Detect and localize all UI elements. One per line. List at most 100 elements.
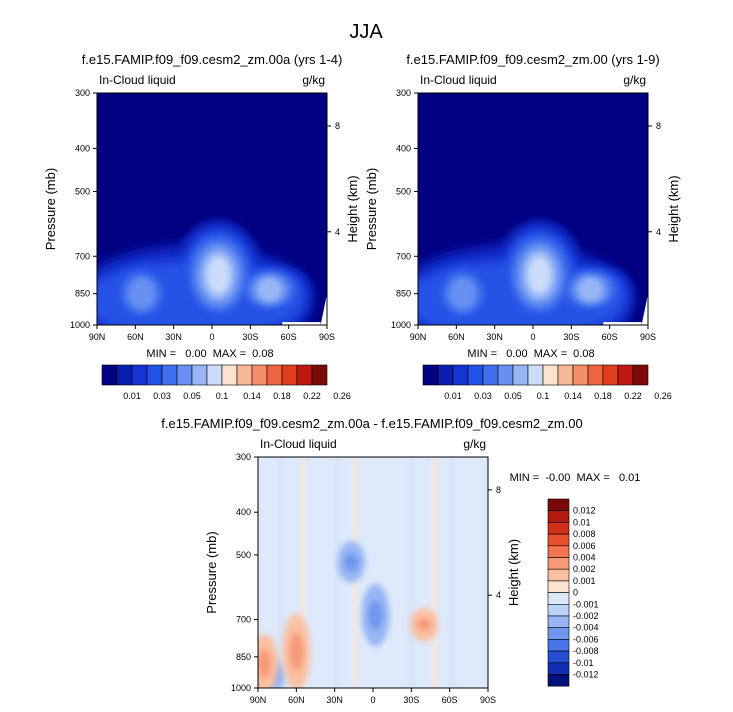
panel-a-title: f.e15.FAMIP.f09_f09.cesm2_zm.00a (yrs 1-…: [82, 52, 343, 67]
panel-difference-anomaly: [344, 553, 359, 571]
panel-b-colorbar-label: 0.18: [594, 391, 612, 401]
panel-difference-streak: [449, 457, 456, 688]
panel-b-colorbar-label: 0.26: [654, 391, 672, 401]
panel-a-units: g/kg: [302, 73, 325, 87]
panel-a-x-tick-label: 0: [209, 332, 214, 342]
panel-difference-colorbar-box: [547, 510, 570, 523]
panel-a-colorbar-box: [221, 364, 238, 386]
panel-a-y-tick-label: 700: [75, 251, 90, 261]
panel-difference-y-tick-label: 850: [236, 652, 251, 662]
panel-a-colorbar-box: [266, 364, 283, 386]
panel-a-field: [97, 93, 327, 325]
panel-a-colorbar-box: [131, 364, 148, 386]
panel-difference-colorbar-label: -0.012: [573, 670, 599, 680]
panel-a-colorbar-box: [311, 364, 328, 386]
panel-difference-streak: [278, 457, 284, 688]
panel-b-y-tick-label: 1000: [391, 320, 411, 330]
panel-difference-streak: [408, 457, 415, 688]
panel-difference-anomaly: [368, 600, 383, 631]
panel-difference-colorbar-box: [547, 545, 570, 558]
panel-difference-colorbar-box: [547, 627, 570, 640]
panel-difference-axes: 90N 60N 30N 0 30S 60S 90S 300 400 500 700 850 1000 4 8…: [204, 452, 521, 705]
panel-b-variable: In-Cloud liquid: [420, 73, 497, 87]
panel-difference-x-tick-label: 0: [370, 695, 375, 705]
panel-a-x-tick-label: 30N: [165, 332, 182, 342]
panel-a-colorbar-box: [206, 364, 223, 386]
panel-b-colorbar-box: [467, 364, 484, 386]
panel-difference-colorbar-box: [547, 662, 570, 675]
panel-difference-y2-axis-title: Height (km): [506, 539, 521, 606]
panel-b-colorbar-box: [437, 364, 454, 386]
panel-difference-anomaly: [258, 649, 272, 678]
panel-b-colorbar-box: [542, 364, 559, 386]
panel-difference-y-axis-title: Pressure (mb): [204, 531, 219, 613]
panel-difference-x-tick-label: 90S: [480, 695, 496, 705]
panel-a-x-tick-label: 60N: [127, 332, 144, 342]
panel-a-axes: 90N 60N 30N 0 30S 60S 90S 300 400 500 700 850 1000 4 8…: [43, 88, 360, 342]
panel-a-colorbar-label: 0.22: [303, 391, 321, 401]
panel-difference-y-tick-label: 700: [236, 615, 251, 625]
panel-a-colorbar-box: [176, 364, 193, 386]
panel-difference-y2-tick-label: 8: [496, 485, 501, 495]
panel-a-colorbar-box: [116, 364, 133, 386]
panel-b-below-ground-mask: [603, 322, 642, 325]
panel-a-below-ground-mask: [282, 322, 321, 325]
panel-b-x-tick-label: 60N: [448, 332, 465, 342]
panel-difference-colorbar-box: [547, 639, 570, 652]
panel-difference-y-tick-label: 500: [236, 550, 251, 560]
panel-b-colorbar-box: [512, 364, 529, 386]
panel-b: f.e15.FAMIP.f09_f09.cesm2_zm.00 (yrs 1-9…: [364, 52, 681, 401]
panel-difference-colorbar-box: [547, 592, 570, 605]
panel-a-colorbar-label: 0.14: [243, 391, 261, 401]
panel-b-colorbar-box: [527, 364, 544, 386]
panel-a-colorbar-box: [281, 364, 298, 386]
panel-b-colorbar-box: [452, 364, 469, 386]
panel-b-x-tick-label: 90N: [410, 332, 427, 342]
panel-difference-colorbar-label: -0.01: [573, 658, 594, 668]
panel-b-contour-level: [527, 256, 551, 294]
panel-b-y-axis-title: Pressure (mb): [364, 168, 379, 250]
panel-b-title: f.e15.FAMIP.f09_f09.cesm2_zm.00 (yrs 1-9…: [406, 52, 659, 67]
panel-b-colorbar-box: [482, 364, 499, 386]
panel-a-x-tick-label: 30S: [242, 332, 258, 342]
panel-difference-colorbar-label: -0.006: [573, 634, 599, 644]
panel-difference-x-tick-label: 60N: [288, 695, 305, 705]
panel-difference-colorbar-label: 0.01: [573, 517, 591, 527]
panel-a-y-tick-label: 850: [75, 289, 90, 299]
panel-difference-units: g/kg: [463, 437, 486, 451]
panel-a-colorbar-box: [161, 364, 178, 386]
panel-difference-x-tick-label: 90N: [250, 695, 267, 705]
panel-difference-stats: MIN = -0.00 MAX = 0.01: [510, 472, 641, 484]
panel-a-colorbar-label: 0.03: [153, 391, 171, 401]
panel-b-colorbar-label: 0.01: [444, 391, 462, 401]
panel-a-colorbar-box: [236, 364, 253, 386]
panel-b-colorbar-box: [572, 364, 589, 386]
panel-difference-colorbar-box: [547, 674, 570, 687]
panel-b-colorbar-label: 0.1: [537, 391, 550, 401]
panel-difference-anomaly: [289, 632, 304, 672]
panel-b-units: g/kg: [623, 73, 646, 87]
panel-a: f.e15.FAMIP.f09_f09.cesm2_zm.00a (yrs 1-…: [43, 52, 360, 401]
panel-b-y2-tick-label: 4: [656, 227, 661, 237]
panel-a-x-tick-label: 90S: [319, 332, 335, 342]
panel-difference: f.e15.FAMIP.f09_f09.cesm2_zm.00a - f.e15…: [161, 416, 640, 705]
panel-a-colorbar: 0.01 0.03 0.05 0.1 0.14 0.18 0.22 0.26: [101, 364, 351, 401]
panel-difference-y-tick-label: 300: [236, 452, 251, 462]
panel-b-y-tick-label: 850: [396, 289, 411, 299]
panel-a-colorbar-label: 0.05: [183, 391, 201, 401]
panel-a-y-tick-label: 400: [75, 143, 90, 153]
panel-a-below-ground-mask: [320, 244, 327, 325]
panel-a-stats: MIN = 0.00 MAX = 0.08: [146, 348, 273, 360]
panel-difference-colorbar-label: -0.001: [573, 599, 599, 609]
panel-a-contour-level: [127, 277, 156, 310]
panel-difference-colorbar-label: 0.012: [573, 506, 596, 516]
panel-difference-colorbar-box: [547, 580, 570, 593]
panel-difference-colorbar-label: -0.008: [573, 646, 599, 656]
panel-b-colorbar-label: 0.22: [624, 391, 642, 401]
panel-b-colorbar-box: [602, 364, 619, 386]
panel-b-field: [418, 93, 648, 325]
panel-b-colorbar-box: [617, 364, 634, 386]
panel-b-colorbar-label: 0.14: [564, 391, 582, 401]
panel-b-y2-tick-label: 8: [656, 121, 661, 131]
panel-b-colorbar-box: [497, 364, 514, 386]
